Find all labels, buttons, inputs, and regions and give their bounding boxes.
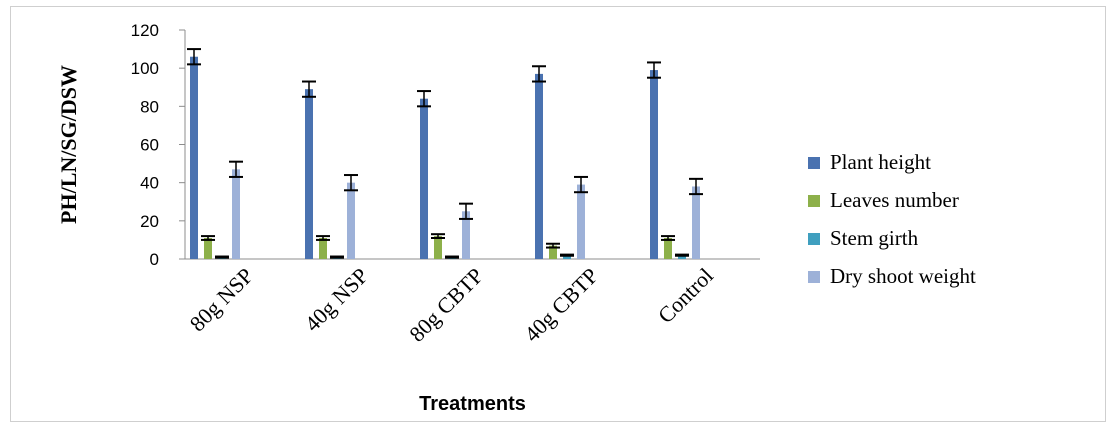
bar	[319, 238, 327, 259]
bar	[420, 98, 428, 259]
y-tick-label: 40	[140, 174, 159, 193]
bar	[692, 186, 700, 259]
bar	[577, 184, 585, 259]
legend-label: Leaves number	[830, 188, 959, 212]
legend-swatch	[808, 271, 820, 283]
legend-swatch	[808, 233, 820, 245]
bar	[664, 238, 672, 259]
bar	[204, 238, 212, 259]
bar	[347, 182, 355, 259]
bar	[232, 169, 240, 259]
legend-label: Plant height	[830, 150, 931, 174]
bar	[434, 236, 442, 259]
x-tick-label: 40g CBTP	[519, 263, 603, 347]
legend-swatch	[808, 157, 820, 169]
y-tick-label: 0	[150, 250, 159, 269]
legend-swatch	[808, 195, 820, 207]
bar	[549, 245, 557, 259]
bar	[462, 211, 470, 259]
bar	[650, 70, 658, 259]
bar	[678, 255, 686, 259]
y-tick-label: 120	[131, 21, 159, 40]
y-tick-label: 60	[140, 136, 159, 155]
y-tick-label: 20	[140, 212, 159, 231]
legend-label: Stem girth	[830, 226, 919, 250]
bar	[190, 56, 198, 259]
x-axis-title: Treatments	[419, 393, 526, 415]
bar	[305, 89, 313, 260]
x-tick-label: Control	[653, 263, 718, 328]
x-tick-label: 80g NSP	[185, 263, 258, 336]
y-tick-label: 100	[131, 59, 159, 78]
bar	[535, 73, 543, 260]
bar	[563, 255, 571, 259]
y-axis-title: PH/LN/SG/DSW	[56, 65, 81, 224]
x-tick-label: 80g CBTP	[404, 263, 488, 347]
x-tick-label: 40g NSP	[300, 263, 373, 336]
legend-label: Dry shoot weight	[830, 264, 976, 288]
y-tick-label: 80	[140, 97, 159, 116]
